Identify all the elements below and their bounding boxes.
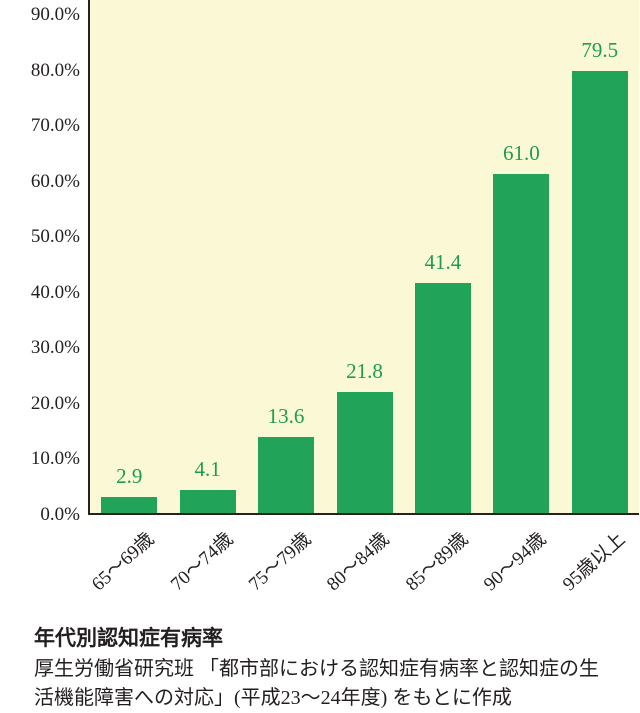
x-category-label: 80〜84歳 [323, 528, 394, 596]
plot-area: 2.9 4.1 13.6 21.8 41.4 61.0 79.5 [88, 0, 639, 515]
x-category-label: 70〜74歳 [166, 528, 238, 596]
y-tick-label: 70.0% [30, 115, 80, 137]
chart-source: 厚生労働省研究班 「都市部における認知症有病率と認知症の生活機能障害への対応」(… [34, 658, 599, 709]
x-category-label: 95歳以上 [558, 528, 630, 596]
bar-value-label: 61.0 [502, 141, 540, 166]
y-axis: 0.0% 10.0% 20.0% 30.0% 40.0% 50.0% 60.0% 70.0% 8… [0, 0, 82, 525]
bar-value-label: 2.9 [116, 463, 143, 488]
bar-value-label: 13.6 [267, 404, 305, 429]
bar [179, 490, 236, 513]
y-tick-label: 20.0% [30, 392, 80, 414]
y-tick-label: 60.0% [30, 170, 80, 192]
y-tick-label: 40.0% [30, 281, 80, 303]
bar [493, 174, 550, 513]
bar [258, 437, 315, 513]
bar [336, 391, 393, 513]
bar-value-label: 4.1 [194, 457, 221, 482]
bar-chart: 0.0% 10.0% 20.0% 30.0% 40.0% 50.0% 60.0% 70.0% 8… [0, 0, 639, 615]
y-tick-label: 80.0% [30, 59, 80, 81]
x-category-label: 85〜89歳 [401, 528, 473, 596]
chart-caption-title: 年代別認知症有病率 [34, 627, 223, 650]
bar [101, 496, 158, 513]
x-category-label: 65〜69歳 [88, 528, 159, 596]
y-tick-label: 90.0% [30, 4, 80, 25]
bar-value-label: 41.4 [424, 250, 462, 274]
x-axis-labels: 65〜69歳 70〜74歳 75〜79歳 80〜84歳 85〜89歳 90〜94歳 95歳以… [88, 515, 639, 615]
bar-value-label: 79.5 [581, 38, 619, 63]
y-tick-label: 30.0% [30, 337, 80, 359]
bar [571, 71, 628, 513]
chart-caption: 年代別認知症有病率 厚生労働省研究班 「都市部における認知症有病率と認知症の生活… [0, 615, 640, 713]
y-tick-label: 0.0% [40, 504, 80, 525]
bar [414, 283, 471, 513]
y-tick-label: 50.0% [30, 226, 80, 248]
y-tick-label: 10.0% [30, 448, 80, 470]
x-category-label: 90〜94歳 [480, 528, 551, 596]
bar-value-label: 21.8 [346, 358, 383, 383]
x-category-label: 75〜79歳 [244, 528, 316, 596]
